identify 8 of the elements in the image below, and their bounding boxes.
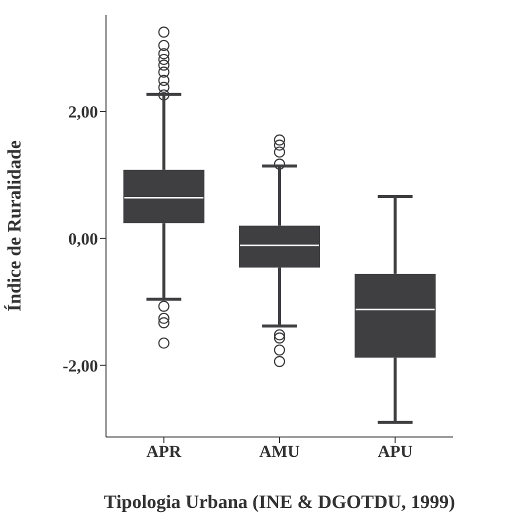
x-tick-label: AMU (259, 442, 300, 462)
x-tick-label: APR (146, 442, 182, 462)
y-tick-label: 2,00 (68, 102, 98, 122)
x-tick-label: APU (378, 442, 413, 462)
y-tick-label: -2,00 (62, 356, 98, 376)
x-axis-title: Tipologia Urbana (INE & DGOTDU, 1999) (104, 492, 456, 513)
y-tick-label: 0,00 (68, 229, 98, 248)
y-axis-title: Índice de Ruralidade (4, 140, 26, 312)
